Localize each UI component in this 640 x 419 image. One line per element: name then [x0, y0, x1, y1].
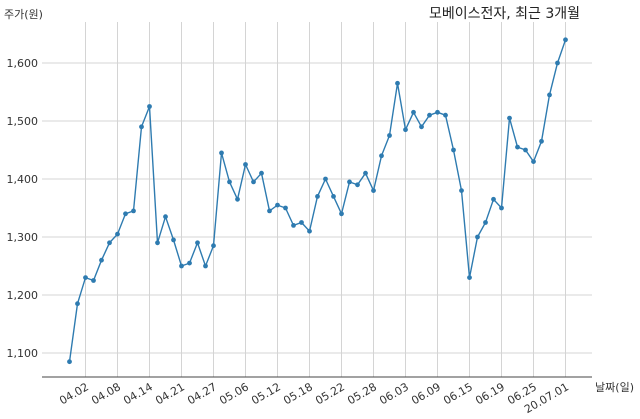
- data-point: [427, 112, 432, 118]
- y-tick-label: 1,600: [7, 57, 39, 70]
- x-tick-label: 06.15: [441, 380, 475, 407]
- x-tick-label: 06.09: [409, 380, 443, 407]
- data-point: [219, 150, 224, 156]
- data-point: [179, 263, 184, 269]
- data-point: [147, 104, 152, 109]
- data-point: [235, 196, 240, 202]
- data-point: [379, 153, 384, 159]
- y-tick-label: 1,200: [7, 289, 39, 302]
- data-point: [547, 92, 552, 98]
- data-point: [155, 240, 160, 246]
- x-tick-label: 05.28: [345, 380, 379, 407]
- y-tick-label: 1,500: [7, 115, 39, 128]
- data-point: [267, 208, 272, 214]
- data-point: [211, 243, 216, 249]
- data-point: [435, 109, 440, 115]
- data-point: [475, 234, 480, 240]
- data-point: [467, 275, 472, 280]
- data-point: [499, 205, 504, 211]
- data-point: [307, 228, 312, 234]
- y-tick-label: 1,400: [7, 173, 39, 186]
- series-line: [68, 39, 567, 362]
- data-point: [451, 147, 456, 153]
- data-point: [531, 159, 536, 165]
- data-point: [539, 138, 544, 144]
- data-point: [339, 211, 344, 217]
- y-axis-ticks: 1,100 1,200 1,300 1,400 1,500 1,600: [7, 57, 39, 360]
- x-tick-label: 05.22: [313, 380, 347, 407]
- data-point: [83, 275, 88, 280]
- y-tick-label: 1,100: [7, 347, 39, 360]
- data-point: [67, 359, 72, 365]
- data-point: [275, 202, 280, 208]
- data-point: [291, 223, 296, 228]
- x-axis-label: 날짜(일): [595, 381, 634, 394]
- data-point: [523, 147, 528, 153]
- data-point: [259, 170, 264, 176]
- x-tick-label: 04.27: [185, 380, 219, 407]
- data-point: [403, 127, 408, 133]
- data-point: [163, 214, 168, 220]
- x-tick-label: 04.08: [89, 380, 123, 407]
- data-point: [507, 115, 512, 121]
- data-point: [395, 80, 400, 86]
- data-point: [299, 220, 304, 225]
- x-tick-label: 04.14: [121, 380, 155, 407]
- data-point: [283, 205, 288, 211]
- data-point: [515, 144, 520, 150]
- data-point: [387, 133, 392, 138]
- data-point: [363, 170, 368, 176]
- data-point: [75, 301, 80, 307]
- data-points: [67, 37, 568, 365]
- data-point: [347, 179, 352, 185]
- data-point: [107, 240, 112, 246]
- data-point: [355, 182, 360, 188]
- data-point: [243, 162, 248, 167]
- data-point: [251, 179, 256, 185]
- data-point: [115, 231, 120, 237]
- data-point: [323, 176, 328, 182]
- data-point: [419, 124, 424, 130]
- data-point: [171, 237, 176, 243]
- data-point: [315, 194, 320, 199]
- data-point: [443, 112, 448, 118]
- data-point: [203, 263, 208, 269]
- data-point: [331, 194, 336, 199]
- data-point: [187, 260, 192, 266]
- data-point: [483, 220, 488, 225]
- data-point: [459, 188, 464, 194]
- data-point: [411, 109, 416, 115]
- x-tick-label: 05.06: [217, 380, 251, 407]
- data-point: [563, 37, 568, 43]
- data-point: [227, 179, 232, 185]
- data-point: [99, 257, 104, 263]
- x-tick-label: 04.21: [153, 380, 187, 407]
- x-tick-label: 05.18: [281, 380, 315, 407]
- x-tick-label: 06.03: [377, 380, 411, 407]
- x-tick-label: 05.12: [249, 380, 283, 407]
- chart-title: 모베이스전자, 최근 3개월: [428, 6, 580, 22]
- y-axis-label: 주가(원): [4, 8, 43, 21]
- data-point: [491, 196, 496, 202]
- data-point: [555, 60, 560, 66]
- x-tick-label: 04.02: [57, 380, 91, 407]
- grid-lines: [42, 22, 592, 377]
- x-tick-label: 06.19: [473, 380, 507, 407]
- data-point: [123, 211, 128, 217]
- data-point: [139, 124, 144, 130]
- data-point: [195, 240, 200, 246]
- data-point: [91, 278, 96, 283]
- data-point: [131, 208, 136, 214]
- x-axis-ticks: 04.0204.0804.1404.2104.2705.0605.1205.18…: [57, 380, 571, 416]
- y-tick-label: 1,300: [7, 231, 39, 244]
- data-point: [371, 188, 376, 194]
